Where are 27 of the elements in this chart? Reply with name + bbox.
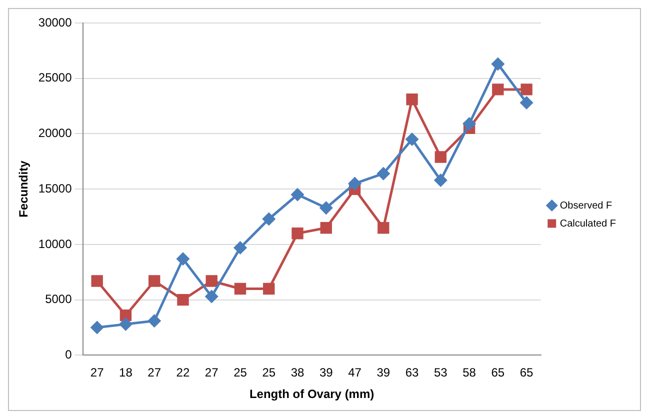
y-tick-label: 25000 xyxy=(38,70,72,85)
x-tick-label: 47 xyxy=(348,366,362,380)
legend-label: Calculated F xyxy=(560,218,616,230)
x-tick-label: 65 xyxy=(491,366,505,380)
x-tick-label: 63 xyxy=(405,366,420,380)
x-tick-label: 22 xyxy=(176,366,190,380)
y-axis-title: Fecundity xyxy=(16,160,31,218)
legend-label: Observed F xyxy=(560,200,612,212)
x-tick-label: 27 xyxy=(90,366,104,380)
x-tick-label: 58 xyxy=(462,366,476,380)
y-tick-label: 15000 xyxy=(38,181,72,196)
x-tick-label: 38 xyxy=(290,366,304,380)
x-tick-label: 27 xyxy=(148,366,162,380)
x-tick-label: 53 xyxy=(434,366,448,380)
x-tick-label: 25 xyxy=(262,366,276,380)
x-axis-title: Length of Ovary (mm) xyxy=(249,387,374,402)
x-tick-label: 39 xyxy=(319,366,334,380)
x-tick-label: 39 xyxy=(376,366,390,380)
y-tick-label: 5000 xyxy=(45,292,72,306)
x-tick-label: 18 xyxy=(119,366,133,380)
y-tick-label: 20000 xyxy=(38,126,72,140)
y-tick-label: 0 xyxy=(65,348,72,362)
x-tick-label: 25 xyxy=(234,366,248,380)
y-tick-label: 30000 xyxy=(38,15,72,30)
x-tick-label: 27 xyxy=(204,366,219,380)
x-tick-label: 65 xyxy=(520,366,534,380)
y-tick-label: 10000 xyxy=(38,236,72,251)
